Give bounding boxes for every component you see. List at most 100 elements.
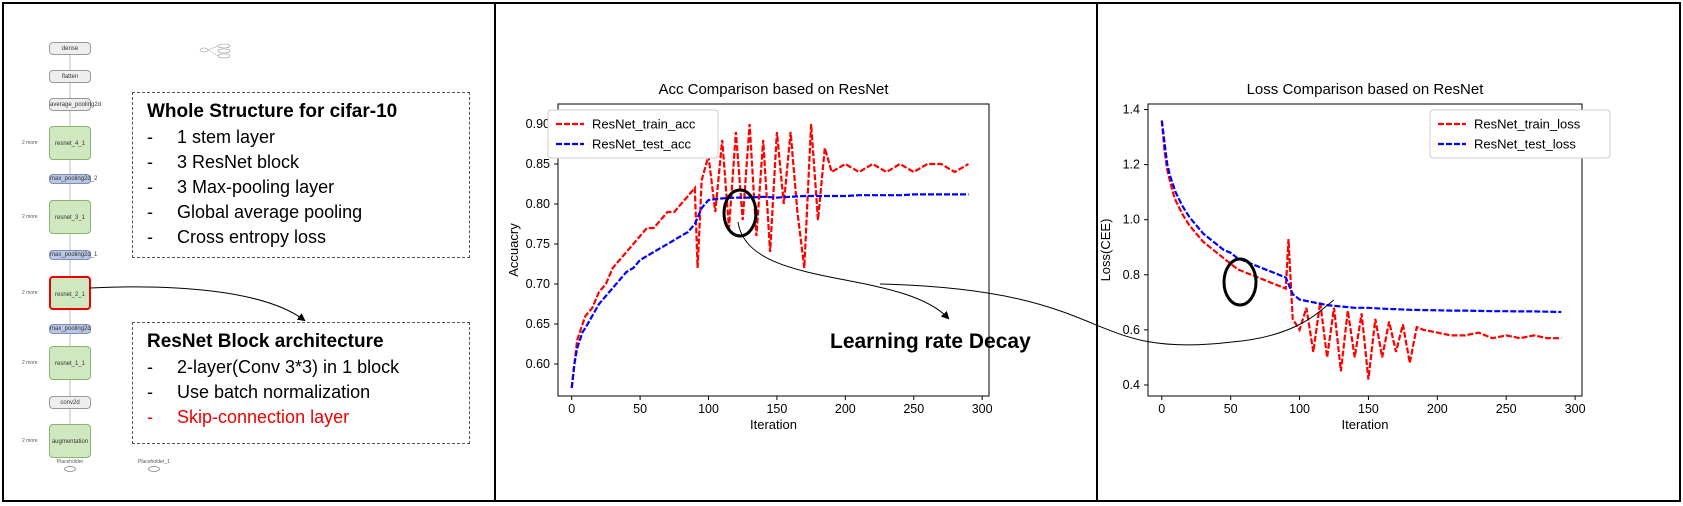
y-tick-label: 0.4 — [1123, 378, 1140, 392]
legend-label: ResNet_test_loss — [1474, 137, 1576, 152]
x-tick-label: 0 — [568, 402, 575, 416]
accuracy-chart: Acc Comparison based on ResNet 0 50 100 150 2… — [506, 81, 993, 432]
bullet-dash: - — [147, 152, 153, 172]
chart-title: Loss Comparison based on ResNet — [1247, 81, 1485, 98]
graph-node-resnet-1-1[interactable]: resnet_1_1 — [49, 346, 91, 380]
graph-side-label: 2 more — [22, 360, 38, 366]
graph-minimap — [199, 43, 231, 59]
x-tick-label: 100 — [1289, 402, 1310, 416]
structure-item-text: 3 ResNet block — [177, 152, 300, 172]
x-tick-label: 50 — [1224, 402, 1238, 416]
bullet-dash: - — [147, 202, 153, 222]
series-line-ResNet_train_acc — [570, 123, 970, 389]
bullet-dash: - — [147, 127, 153, 147]
structure-item: - Cross entropy loss — [147, 225, 455, 250]
bullet-dash: - — [147, 177, 153, 197]
graph-node-max-pooling2d-1[interactable]: max_pooling2d_1 — [49, 250, 98, 260]
block-title: ResNet Block architecture — [147, 331, 384, 352]
series-line-ResNet_train_loss — [1160, 120, 1562, 380]
block-arrow — [89, 286, 306, 322]
legend-label: ResNet_train_acc — [592, 117, 696, 132]
y-tick-label: 0.8 — [1123, 268, 1140, 282]
block-item-text: Use batch normalization — [177, 382, 371, 402]
resnet-block-box: ResNet Block architecture - 2-layer(Conv … — [132, 322, 470, 444]
y-tick-label: 1.2 — [1123, 158, 1140, 172]
graph-placeholder-label: Placeholder_1 — [138, 459, 170, 465]
structure-item: - Global average pooling — [147, 200, 455, 225]
x-axis-label: Iteration — [750, 417, 797, 432]
bullet-dash: - — [147, 227, 153, 247]
y-tick-label: 0.70 — [526, 277, 550, 291]
bullet-dash: - — [147, 382, 153, 402]
structure-item-text: 1 stem layer — [177, 127, 276, 147]
legend-label: ResNet_test_acc — [592, 137, 691, 152]
x-tick-label: 200 — [835, 402, 856, 416]
structure-item: - 1 stem layer — [147, 125, 455, 150]
graph-node-flatten[interactable]: flatten — [49, 70, 91, 83]
graph-placeholder-node[interactable] — [148, 466, 160, 472]
graph-node-max-pooling2d-2[interactable]: max_pooling2d_2 — [49, 174, 98, 184]
x-tick-label: 250 — [903, 402, 924, 416]
block-item-text: 2-layer(Conv 3*3) in 1 block — [177, 357, 400, 377]
block-item-text: Skip-connection layer — [177, 407, 350, 427]
y-tick-label: 1.0 — [1123, 213, 1140, 227]
legend-box — [1429, 109, 1611, 159]
y-axis-label: Accuacry — [506, 223, 521, 277]
x-tick-label: 150 — [1358, 402, 1379, 416]
graph-placeholder-label: Placeholder — [56, 459, 84, 465]
graph-side-label: 2 more — [22, 214, 38, 220]
graph-placeholder-node[interactable] — [64, 466, 76, 472]
graph-side-label: 2 more — [22, 140, 38, 146]
y-tick-label: 0.75 — [526, 237, 550, 251]
structure-item-text: Cross entropy loss — [177, 227, 327, 247]
y-tick-label: 0.80 — [526, 197, 550, 211]
loss-chart: Loss Comparison based on ResNet 0 50 100 150… — [1098, 81, 1611, 432]
structure-item-text: 3 Max-pooling layer — [177, 177, 335, 197]
series-line-ResNet_test_acc — [570, 193, 969, 389]
x-axis-label: Iteration — [1342, 417, 1389, 432]
structure-item: - 3 Max-pooling layer — [147, 175, 455, 200]
graph-edges — [69, 55, 71, 424]
graph-node-conv2d[interactable]: conv2d — [49, 396, 91, 409]
graph-node-resnet-3-1[interactable]: resnet_3_1 — [49, 200, 91, 234]
y-tick-label: 1.4 — [1123, 103, 1140, 117]
architecture-panel: dense flatten average_pooling2d resnet_4_1 2… — [2, 2, 496, 502]
bullet-dash: - — [147, 407, 153, 427]
x-tick-label: 200 — [1427, 402, 1448, 416]
block-item: - Skip-connection layer — [147, 405, 455, 430]
series-line-ResNet_test_loss — [1160, 120, 1562, 314]
y-tick-label: 0.85 — [526, 157, 550, 171]
graph-side-label: 2 more — [22, 290, 38, 296]
structure-item-text: Global average pooling — [177, 202, 363, 222]
structure-box: Whole Structure for cifar-10 - 1 stem lay… — [132, 92, 470, 258]
graph-node-dense[interactable]: dense — [49, 42, 91, 55]
loss-chart-panel: Loss Comparison based on ResNet 0 50 100 150… — [1096, 2, 1681, 502]
y-axis-label: Loss(CEE) — [1098, 219, 1113, 282]
accuracy-chart-panel: Acc Comparison based on ResNet 0 50 100 150 2… — [494, 2, 1098, 502]
legend-label: ResNet_train_loss — [1474, 117, 1581, 132]
x-tick-label: 150 — [766, 402, 787, 416]
y-tick-label: 0.6 — [1123, 323, 1140, 337]
x-tick-label: 50 — [633, 402, 647, 416]
structure-item: - 3 ResNet block — [147, 150, 455, 175]
block-item: - Use batch normalization — [147, 380, 455, 405]
y-tick-label: 0.90 — [526, 117, 550, 131]
legend-box — [547, 109, 719, 159]
graph-node-max-pooling2d[interactable]: max_pooling2d — [49, 324, 91, 334]
graph-node-augmentation[interactable]: augmentation — [49, 424, 91, 458]
graph-node-resnet-2-1[interactable]: resnet_2_1 — [49, 276, 91, 310]
chart-title: Acc Comparison based on ResNet — [658, 81, 889, 98]
bullet-dash: - — [147, 357, 153, 377]
x-tick-label: 300 — [972, 402, 993, 416]
graph-node-average-pooling2d[interactable]: average_pooling2d — [49, 98, 101, 111]
x-tick-label: 100 — [698, 402, 719, 416]
x-tick-label: 300 — [1565, 402, 1586, 416]
y-tick-label: 0.65 — [526, 317, 550, 331]
y-tick-label: 0.60 — [526, 357, 550, 371]
graph-node-resnet-4-1[interactable]: resnet_4_1 — [49, 126, 91, 160]
graph-side-label: 2 more — [22, 438, 38, 444]
x-tick-label: 250 — [1496, 402, 1517, 416]
block-item: - 2-layer(Conv 3*3) in 1 block — [147, 355, 455, 380]
x-tick-label: 0 — [1158, 402, 1165, 416]
structure-title: Whole Structure for cifar-10 — [147, 101, 398, 122]
